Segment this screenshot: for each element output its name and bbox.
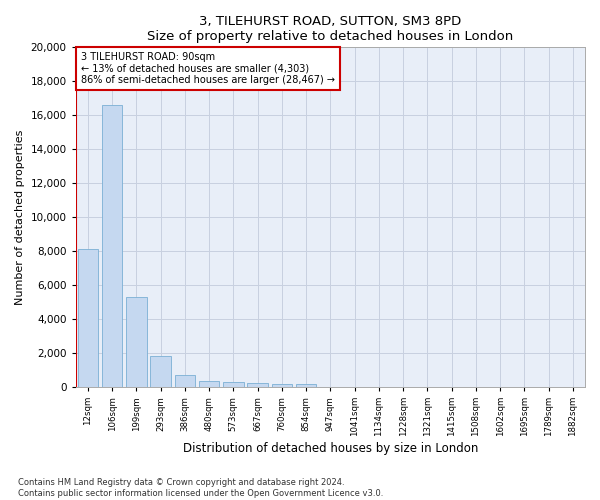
Bar [102, 105, 122, 387]
Text: Contains HM Land Registry data © Crown copyright and database right 2024.
Contai: Contains HM Land Registry data © Crown c… [18, 478, 383, 498]
Bar [296, 384, 316, 387]
Bar [223, 382, 244, 387]
Bar [150, 356, 171, 387]
Title: 3, TILEHURST ROAD, SUTTON, SM3 8PD
Size of property relative to detached houses : 3, TILEHURST ROAD, SUTTON, SM3 8PD Size … [147, 15, 514, 43]
Bar [175, 375, 195, 387]
Bar [126, 297, 146, 387]
Bar [77, 250, 98, 387]
Bar [199, 381, 220, 387]
Y-axis label: Number of detached properties: Number of detached properties [15, 130, 25, 304]
Bar [272, 384, 292, 387]
Bar [247, 384, 268, 387]
Text: 3 TILEHURST ROAD: 90sqm
← 13% of detached houses are smaller (4,303)
86% of semi: 3 TILEHURST ROAD: 90sqm ← 13% of detache… [81, 52, 335, 85]
X-axis label: Distribution of detached houses by size in London: Distribution of detached houses by size … [182, 442, 478, 455]
